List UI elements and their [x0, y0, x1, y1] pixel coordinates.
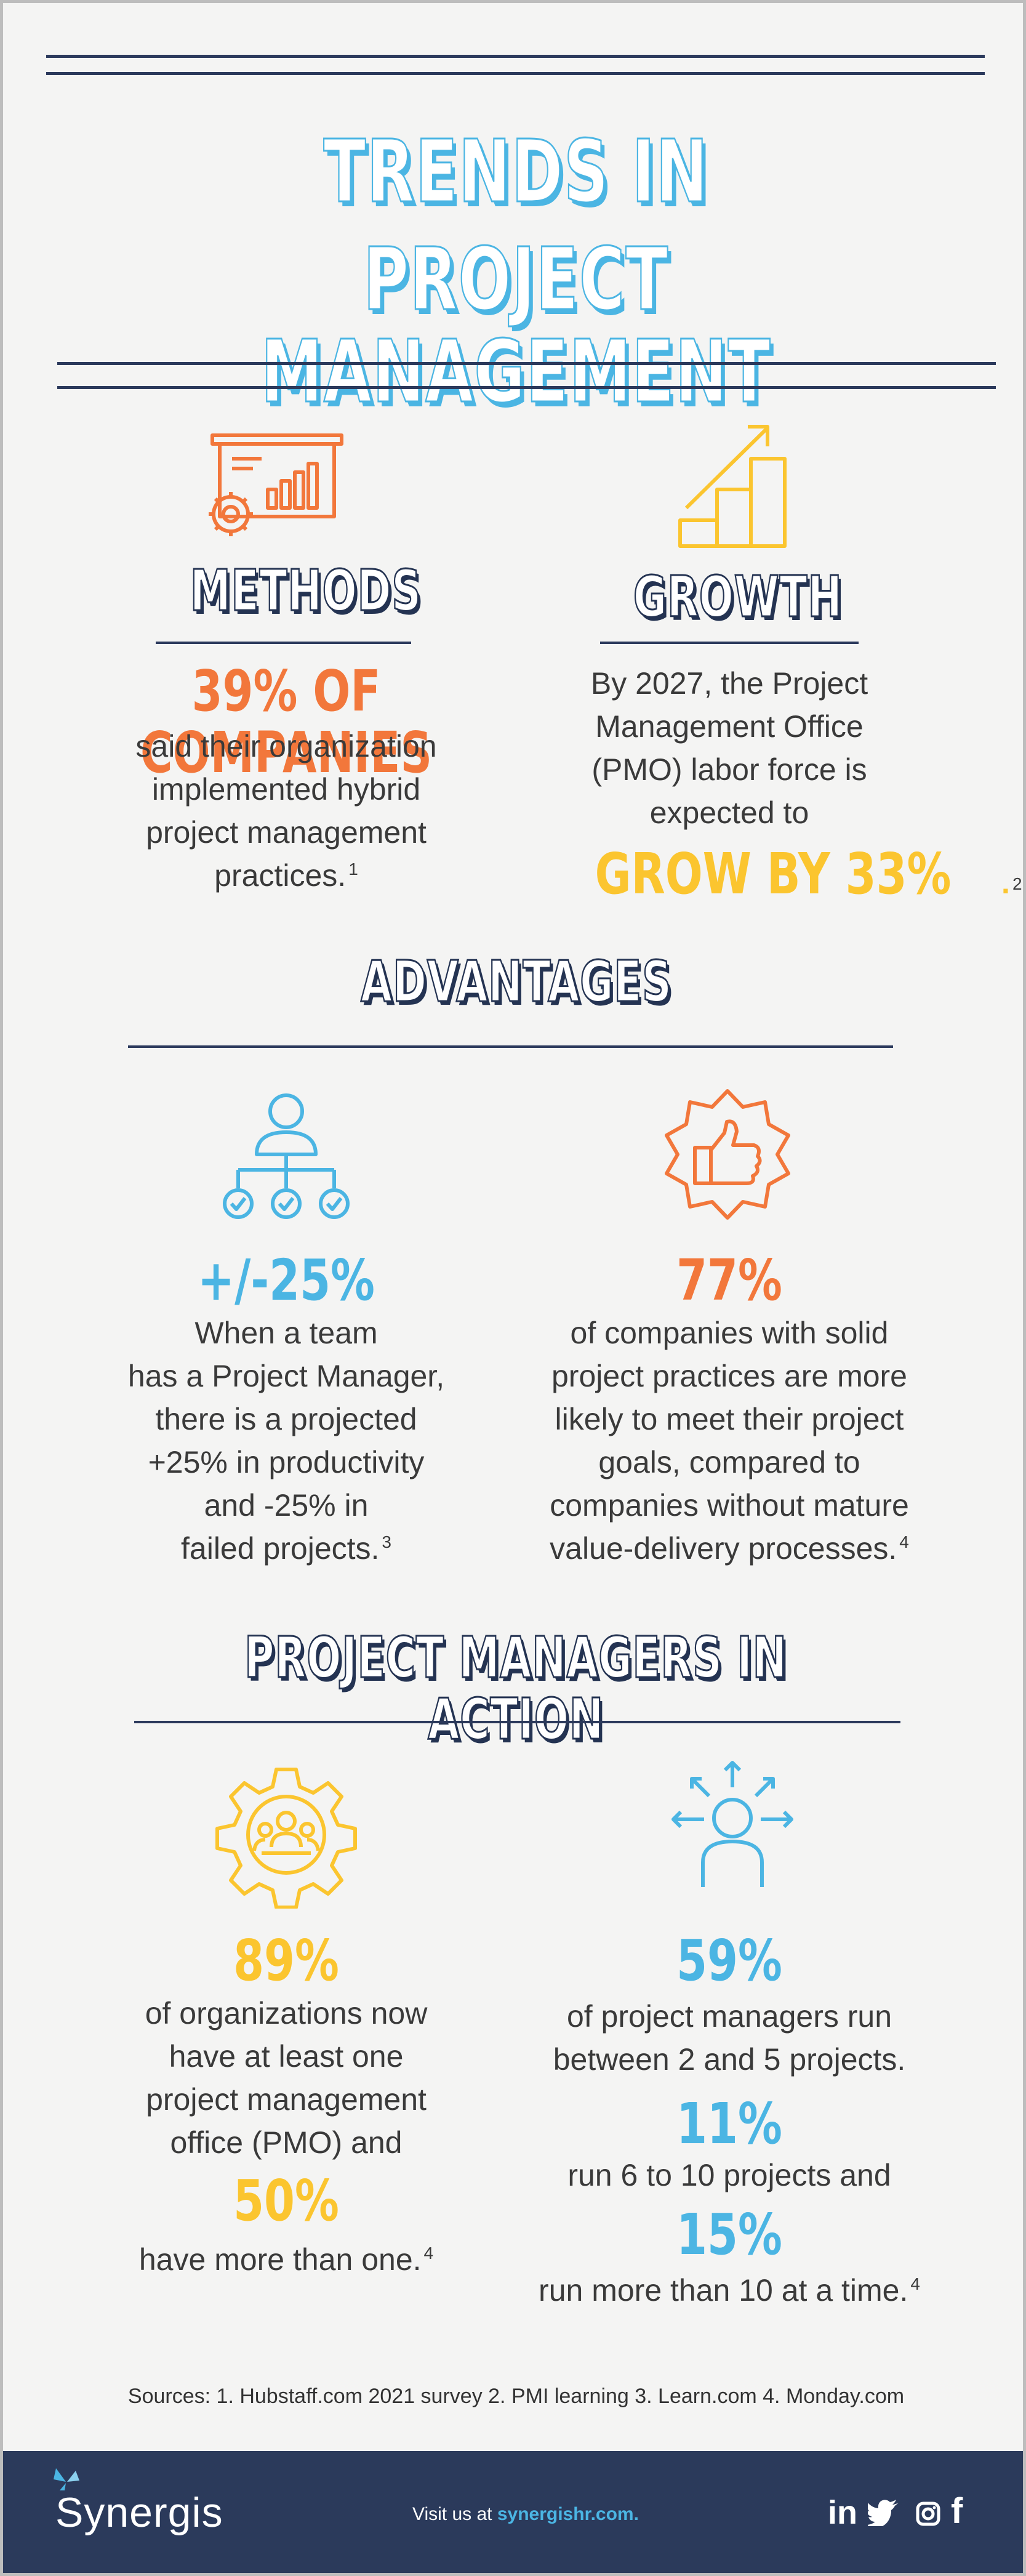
footnote-marker: 2: [1012, 874, 1022, 893]
action-right-line: of project managers run: [566, 1999, 892, 2034]
methods-line: implemented hybrid: [151, 772, 421, 807]
action-left-line: project management: [146, 2082, 427, 2117]
presentation-chart-icon: [194, 428, 348, 551]
action-right-line: run 6 to 10 projects and: [567, 2158, 891, 2192]
visit-prefix: Visit us at: [412, 2504, 497, 2524]
advantage-right-line: of companies with solid: [570, 1316, 889, 1350]
footnote-marker: 4: [899, 1532, 909, 1552]
person-arrows-icon: [665, 1758, 800, 1899]
top-rule: [46, 55, 985, 58]
footnote-marker: 3: [382, 1532, 391, 1552]
advantage-right-line: companies without mature: [550, 1488, 909, 1523]
title-rule: [57, 362, 996, 365]
advantages-rule: [128, 1045, 893, 1048]
action-left-stat-2: 50%: [233, 2168, 339, 2234]
advantage-left-line: and -25% in: [204, 1488, 369, 1523]
growth-rule: [600, 642, 859, 644]
advantage-left-line: When a team: [194, 1316, 378, 1350]
twitter-icon[interactable]: [868, 2499, 900, 2526]
methods-rule: [156, 642, 411, 644]
growth-line: expected to: [649, 795, 809, 830]
methods-line: practices. 1: [214, 858, 358, 893]
action-right-text-2: run 6 to 10 projects and: [508, 2154, 951, 2197]
action-left-line: office (PMO) and: [170, 2125, 403, 2160]
methods-line: project management: [146, 815, 427, 850]
facebook-icon[interactable]: f: [951, 2491, 963, 2531]
visit-us-text: Visit us at synergishr.com.: [412, 2502, 639, 2527]
advantage-right-text: of companies with solid project practice…: [508, 1311, 951, 1570]
advantage-left-line: +25% in productivity: [148, 1445, 425, 1479]
advantages-heading: ADVANTAGES: [360, 949, 672, 1015]
team-hierarchy-icon: [212, 1087, 360, 1228]
advantage-right-stat: 77%: [676, 1247, 782, 1313]
linkedin-icon[interactable]: in: [828, 2494, 857, 2531]
growth-line: (PMO) labor force is: [591, 752, 867, 787]
action-left-line: of organizations now: [145, 1996, 428, 2031]
growth-heading: GROWTH: [633, 564, 843, 630]
footer-bar: Synergis Visit us at synergishr.com. in …: [3, 2451, 1023, 2573]
advantage-left-line: there is a projected: [155, 1402, 417, 1436]
action-right-line: run more than 10 at a time. 4: [539, 2273, 920, 2308]
action-left-text-2: have more than one. 4: [71, 2238, 502, 2281]
instagram-icon[interactable]: [916, 2502, 940, 2526]
methods-text: said their organization implemented hybr…: [71, 725, 502, 897]
action-left-text-1: of organizations now have at least one p…: [71, 1992, 502, 2164]
action-right-stat-1: 59%: [676, 1928, 782, 1994]
action-right-text-3: run more than 10 at a time. 4: [508, 2269, 951, 2312]
footnote-marker: 4: [423, 2244, 434, 2263]
thumbs-up-badge-icon: [657, 1084, 798, 1225]
growth-stat-suffix: .: [1001, 866, 1010, 900]
footnote-marker: 1: [348, 859, 358, 879]
growth-text: By 2027, the Project Management Office (…: [520, 662, 939, 834]
advantage-right-line: project practices are more: [551, 1359, 907, 1393]
advantage-left-line: failed projects. 3: [181, 1531, 391, 1566]
action-heading: PROJECT MANAGERS IN ACTION: [244, 1625, 787, 1752]
title-rule: [57, 386, 996, 389]
advantage-left-stat: +/-25%: [198, 1247, 375, 1313]
growth-line: By 2027, the Project: [590, 666, 868, 701]
growth-line: Management Office: [595, 709, 864, 744]
footnote-marker: 4: [910, 2274, 920, 2294]
growth-stat: GROW BY 33%: [595, 841, 952, 907]
website-link[interactable]: synergishr.com.: [497, 2504, 639, 2524]
methods-heading: METHODS: [190, 558, 422, 624]
advantage-left-text: When a team has a Project Manager, there…: [71, 1311, 502, 1570]
butterfly-logo-icon: [51, 2466, 82, 2493]
action-right-line: between 2 and 5 projects.: [553, 2042, 906, 2077]
action-left-line: have at least one: [169, 2039, 404, 2074]
action-rule: [134, 1721, 900, 1723]
action-right-stat-3: 15%: [676, 2202, 782, 2268]
action-right-stat-2: 11%: [676, 2091, 782, 2157]
advantage-left-line: has a Project Manager,: [127, 1359, 445, 1393]
title-line-2: PROJECT MANAGEMENT: [260, 230, 771, 422]
action-right-text-1: of project managers run between 2 and 5 …: [508, 1995, 951, 2081]
action-left-stat-1: 89%: [233, 1928, 339, 1994]
top-rule: [46, 72, 985, 75]
advantage-right-line: value-delivery processes. 4: [550, 1531, 909, 1566]
sources-text: Sources: 1. Hubstaff.com 2021 survey 2. …: [127, 2385, 905, 2408]
growth-stat-row: GROW BY 33%. 2: [545, 843, 1022, 905]
title-line-1: TRENDS IN: [323, 122, 709, 222]
brand-logo[interactable]: Synergis: [55, 2489, 223, 2536]
growth-stairs-icon: [674, 416, 797, 551]
action-left-line: have more than one. 4: [138, 2242, 434, 2277]
methods-line: said their organization: [135, 729, 437, 763]
team-gear-icon: [212, 1761, 360, 1909]
advantage-right-line: goals, compared to: [598, 1445, 860, 1479]
methods-stat: 39% OF COMPANIES: [140, 658, 433, 786]
advantage-right-line: likely to meet their project: [555, 1402, 904, 1436]
